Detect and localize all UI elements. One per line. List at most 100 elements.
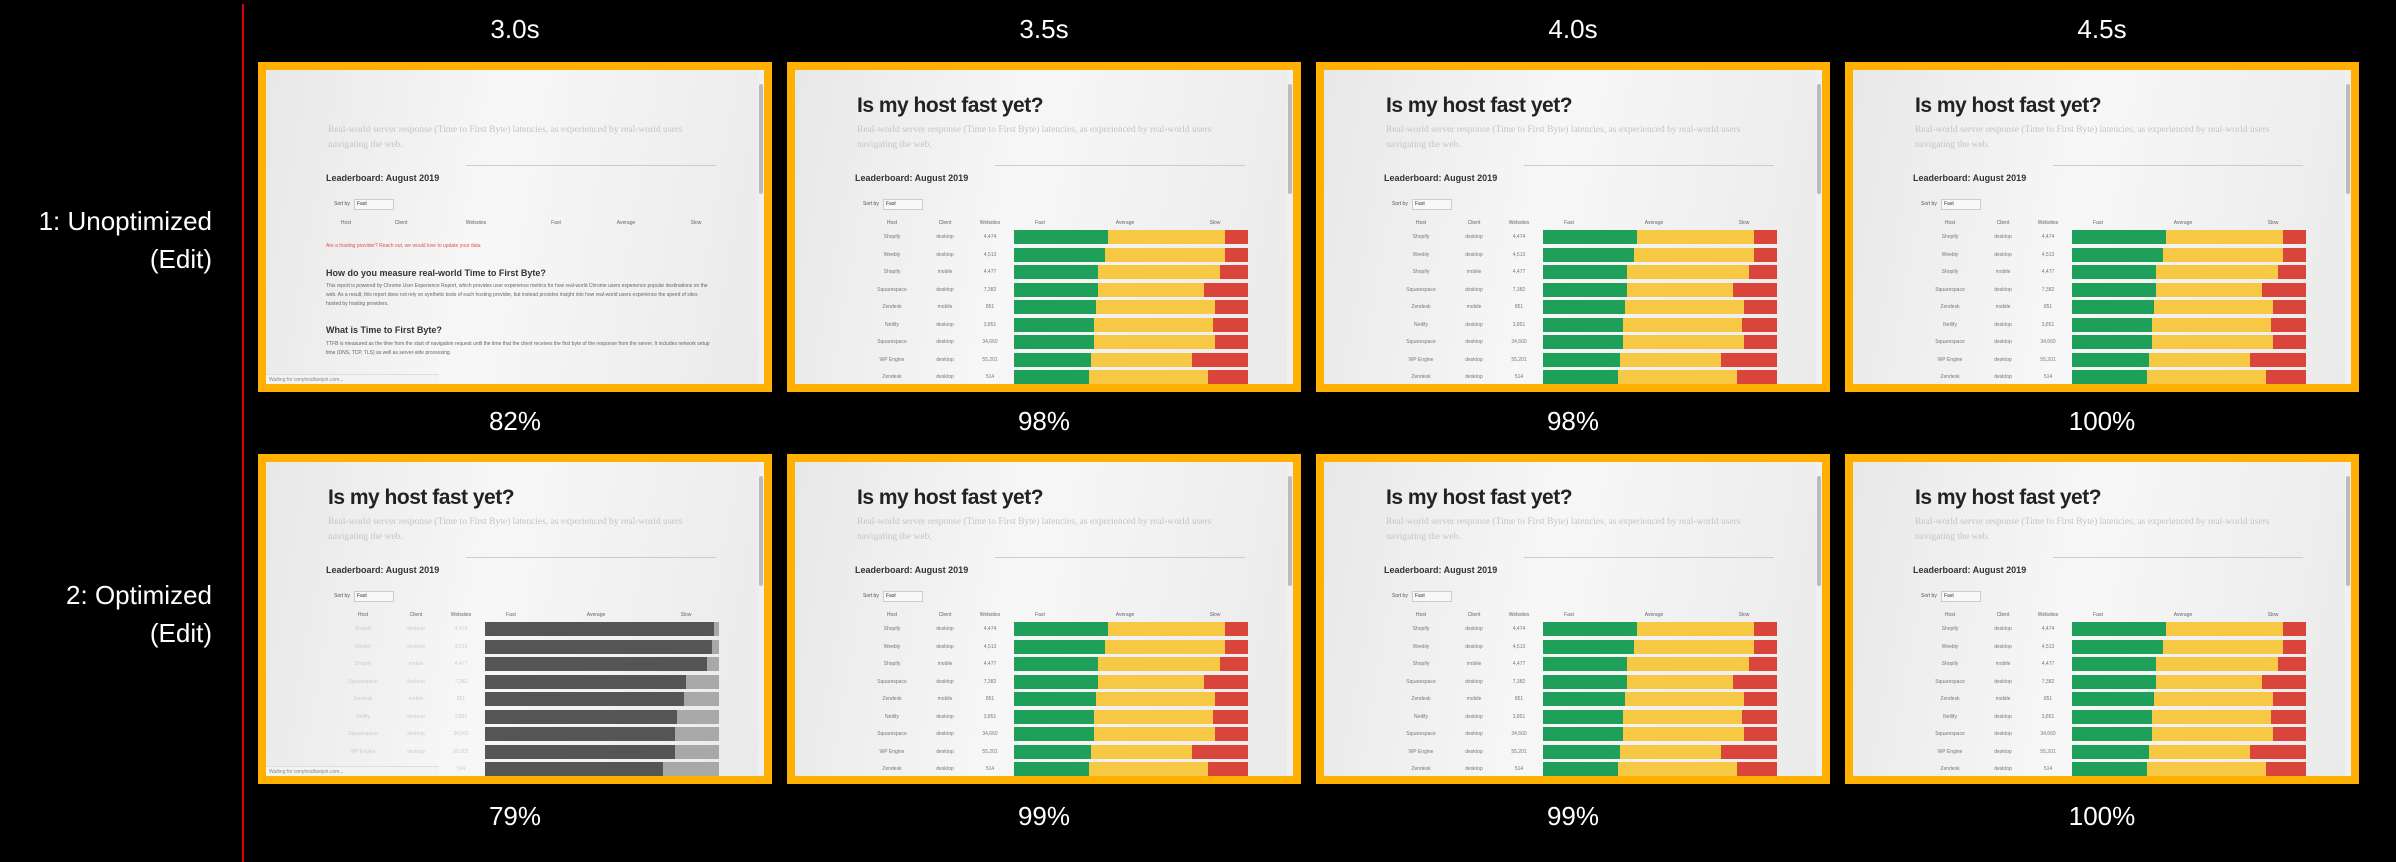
fast-segment (1014, 265, 1099, 279)
column-header: Client (1996, 220, 2010, 226)
table-cell-websites: 4,474 (983, 234, 997, 240)
column-header: Host (1944, 220, 1956, 226)
fast-segment (1014, 622, 1108, 636)
sort-select[interactable]: Fast (1412, 199, 1452, 210)
sort-select[interactable]: Fast (1941, 199, 1981, 210)
table-cell-client: desktop (407, 748, 425, 755)
table-cell-client: desktop (1465, 374, 1483, 380)
scrollbar[interactable] (758, 462, 764, 776)
table-cell-websites: 34,660 (982, 339, 998, 345)
average-segment (1093, 335, 1216, 349)
sort-select[interactable]: Fast (354, 591, 394, 602)
filmstrip-frame[interactable]: Is my host fast yet? Real-world server re… (258, 454, 772, 784)
fast-segment (2072, 727, 2152, 741)
sort-label: Sort by (863, 201, 879, 207)
filmstrip-frame[interactable]: Is my host fast yet? Real-world server re… (787, 454, 1301, 784)
table-cell-websites: 4,128 (984, 784, 997, 785)
slow-segment (1748, 265, 1777, 279)
scrollbar[interactable] (2345, 70, 2351, 384)
scrollbar-thumb[interactable] (1288, 84, 1292, 194)
filmstrip-frame[interactable]: Is my host fast yet? Real-world server re… (1845, 62, 2359, 392)
average-segment (2156, 282, 2262, 297)
fast-segment (1014, 780, 1089, 785)
sort-select[interactable]: Fast (354, 199, 394, 210)
table-cell-client: desktop (1994, 251, 2012, 258)
distribution-bar (1014, 370, 1248, 384)
scrollbar[interactable] (1287, 70, 1293, 384)
table-cell-client: mobile (937, 696, 953, 702)
table-cell-host: Netlify (1414, 713, 1428, 720)
filmstrip-frame[interactable]: Is my host fast yet? Real-world server re… (787, 62, 1301, 392)
table-cell-host: Shopify (1412, 661, 1430, 667)
table-cell-host: Squarespace (877, 286, 907, 293)
column-header: Websites (979, 220, 1001, 226)
table-cell-websites: 4,474 (2041, 234, 2055, 240)
scrollbar-thumb[interactable] (1817, 84, 1821, 194)
column-header: Websites (2037, 220, 2059, 226)
scrollbar[interactable] (758, 70, 764, 384)
fast-segment (1014, 247, 1106, 262)
average-segment (1627, 282, 1733, 297)
scrollbar[interactable] (1816, 70, 1822, 384)
sort-select[interactable]: Fast (1941, 591, 1981, 602)
fast-segment (2072, 282, 2157, 297)
scrollbar-thumb[interactable] (2346, 84, 2350, 194)
time-label: 4.0s (1548, 14, 1598, 44)
table-cell-client: desktop (936, 234, 954, 240)
scrollbar[interactable] (1816, 462, 1822, 776)
scrollbar-thumb[interactable] (1817, 476, 1821, 586)
distribution-bar (2072, 622, 2306, 636)
distribution-bar (1543, 265, 1777, 279)
scrollbar[interactable] (1287, 462, 1293, 776)
table-cell-host: Netlify (1943, 713, 1957, 720)
table-cell-host: Shopify (1941, 661, 1959, 667)
edit-link[interactable]: (Edit) (149, 244, 212, 274)
fast-segment (2072, 744, 2150, 759)
filmstrip-frame[interactable]: Is my host fast yet? Real-world server re… (1316, 62, 1830, 392)
filmstrip-frame[interactable]: Is my host fast yet? Real-world server re… (1845, 454, 2359, 784)
slow-segment (1732, 282, 1777, 297)
distribution-bar (1543, 744, 1777, 759)
table-cell-websites: 4,477 (983, 269, 997, 275)
filmstrip-frame[interactable]: Is my host fast yet? Real-world server re… (1316, 454, 1830, 784)
table-cell-host: Firebase (1411, 784, 1430, 785)
divider (466, 557, 716, 558)
average-segment (1636, 230, 1754, 244)
row-label: 1: Unoptimized (Edit) (39, 202, 212, 278)
table-cell-client: desktop (1465, 392, 1483, 393)
table-cell-websites: 55,201 (982, 748, 998, 755)
average-segment (2149, 352, 2250, 367)
slow-segment (2266, 762, 2306, 776)
scrollbar-thumb[interactable] (2346, 476, 2350, 586)
slow-segment (1171, 388, 1248, 393)
column-header: Fast (1035, 612, 1045, 618)
table-cell-client: desktop (936, 766, 954, 772)
placeholder-segment (485, 657, 708, 671)
leaderboard-heading: Leaderboard: August 2019 (1384, 565, 1498, 575)
scrollbar[interactable] (2345, 462, 2351, 776)
slow-segment (1203, 674, 1248, 689)
table-cell-host: WP Engine (1937, 356, 1963, 363)
column-header: Average (2173, 220, 2193, 226)
scrollbar-thumb[interactable] (759, 84, 763, 194)
sort-select[interactable]: Fast (883, 591, 923, 602)
table-cell-client: desktop (1994, 784, 2012, 785)
average-segment (1622, 709, 1742, 724)
table-cell-websites: 4,477 (2041, 269, 2055, 275)
table-cell-client: desktop (1994, 678, 2012, 685)
sort-select[interactable]: Fast (883, 199, 923, 210)
edit-link[interactable]: (Edit) (149, 618, 212, 648)
distribution-bar (2072, 265, 2306, 279)
sort-label: Sort by (1392, 593, 1408, 599)
table-cell-websites: 4,474 (2041, 626, 2055, 632)
time-label: 3.0s (490, 14, 540, 44)
reach-out-link[interactable]: Reach out, we would love to update your … (379, 243, 481, 249)
table-cell-host: Firebase (882, 784, 901, 785)
slow-segment (1215, 692, 1248, 706)
filmstrip-frame[interactable]: Real-world server response (Time to Firs… (258, 62, 772, 392)
row-name: 2: Optimized (66, 580, 212, 610)
table-cell-host: Zendesk (882, 374, 902, 380)
scrollbar-thumb[interactable] (759, 476, 763, 586)
sort-select[interactable]: Fast (1412, 591, 1452, 602)
scrollbar-thumb[interactable] (1288, 476, 1292, 586)
